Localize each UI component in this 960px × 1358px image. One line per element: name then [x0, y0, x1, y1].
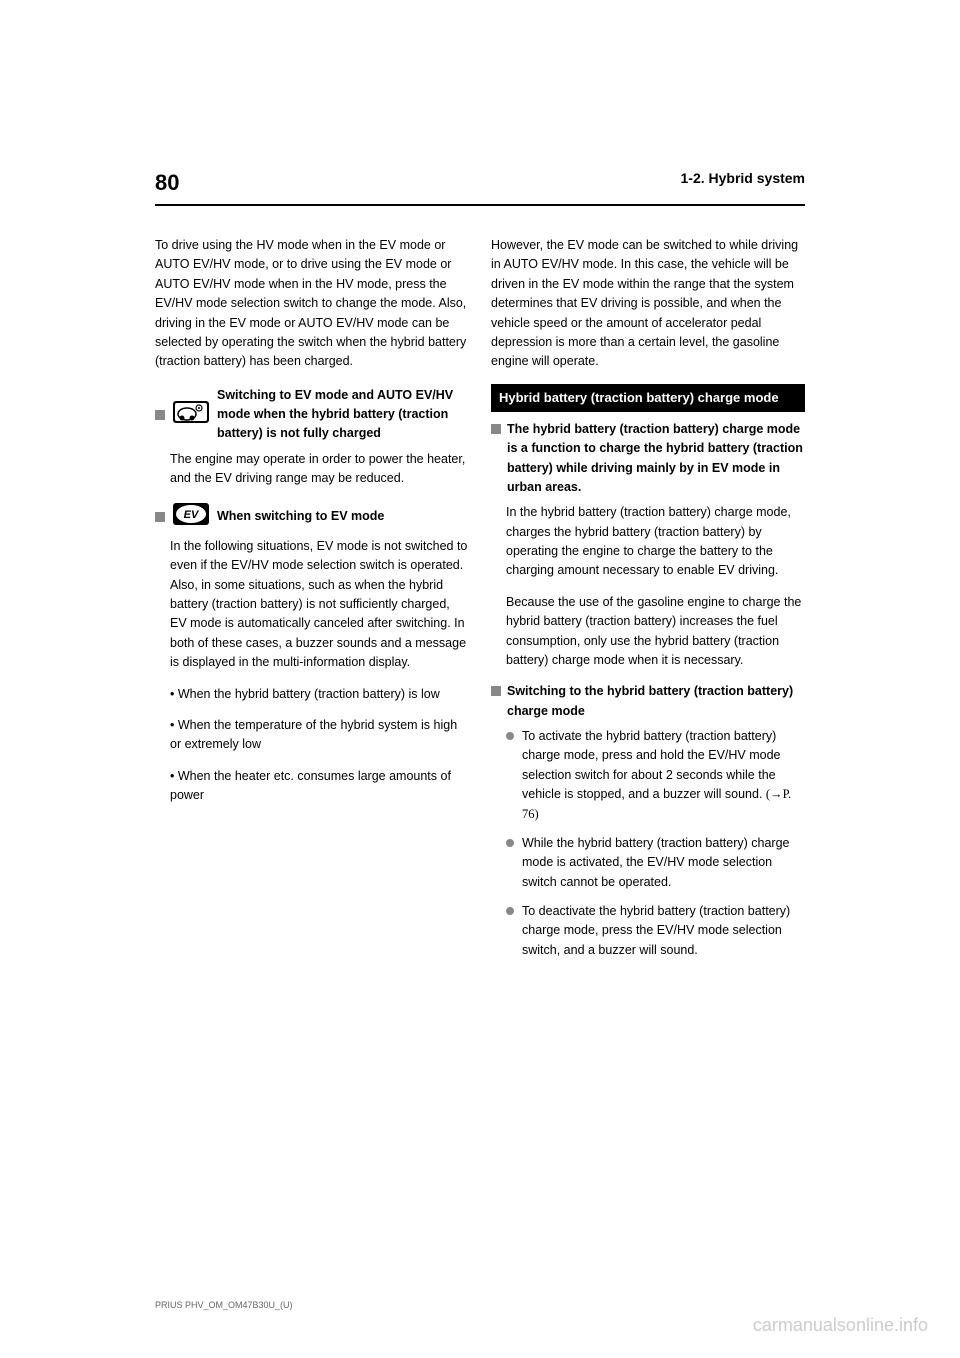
footer-doc-code: PRIUS PHV_OM_OM47B30U_(U): [155, 1300, 293, 1310]
page-number: 80: [155, 170, 179, 196]
bullet-l1-text: When the hybrid battery (traction batter…: [178, 687, 440, 701]
intro-text: To drive using the HV mode when in the E…: [155, 236, 469, 372]
subhead-text-1: Switching to EV mode and AUTO EV/HV mode…: [217, 386, 469, 444]
bullet-r1: To activate the hybrid battery (traction…: [506, 727, 805, 824]
subhead-switch-charge: Switching to the hybrid battery (tractio…: [491, 682, 805, 721]
subhead-text-r1: The hybrid battery (traction battery) ch…: [507, 420, 805, 498]
r-sub1-body1: In the hybrid battery (traction battery)…: [506, 503, 805, 581]
square-bullet-icon: [155, 512, 165, 522]
bullet-r2-text: While the hybrid battery (traction batte…: [522, 834, 805, 892]
square-bullet-icon: [491, 424, 501, 434]
bullet-r3: To deactivate the hybrid battery (tracti…: [506, 902, 805, 960]
bullet-r1-text: To activate the hybrid battery (traction…: [522, 729, 780, 801]
sub2-body: In the following situations, EV mode is …: [170, 537, 469, 673]
round-bullet-icon: [506, 732, 514, 740]
footer-brand: carmanualsonline.info: [753, 1315, 928, 1336]
right-intro: However, the EV mode can be switched to …: [491, 236, 805, 372]
black-bar-heading: Hybrid battery (traction battery) charge…: [491, 384, 805, 412]
subhead-text-r2: Switching to the hybrid battery (tractio…: [507, 682, 805, 721]
right-column: However, the EV mode can be switched to …: [491, 236, 805, 970]
bullet-l1: • When the hybrid battery (traction batt…: [170, 685, 469, 704]
subhead-ev-switch: EV When switching to EV mode: [155, 503, 469, 531]
square-bullet-icon: [491, 686, 501, 696]
ev-mode-icon: EV: [173, 503, 209, 531]
bullet-r3-text: To deactivate the hybrid battery (tracti…: [522, 902, 805, 960]
bullet-l3-text: When the heater etc. consumes large amou…: [170, 769, 451, 802]
section-path: 1-2. Hybrid system: [681, 170, 806, 186]
svg-text:EV: EV: [184, 509, 200, 521]
subhead-ev-auto: Switching to EV mode and AUTO EV/HV mode…: [155, 386, 469, 444]
bullet-r2: While the hybrid battery (traction batte…: [506, 834, 805, 892]
square-bullet-icon: [155, 410, 165, 420]
vehicle-settings-icon: [173, 401, 209, 429]
bullet-l3: • When the heater etc. consumes large am…: [170, 767, 469, 806]
subhead-charge-desc: The hybrid battery (traction battery) ch…: [491, 420, 805, 498]
bullet-l2-text: When the temperature of the hybrid syste…: [170, 718, 457, 751]
subhead-text-2: When switching to EV mode: [217, 507, 384, 526]
left-column: To drive using the HV mode when in the E…: [155, 236, 469, 970]
bullet-l2: • When the temperature of the hybrid sys…: [170, 716, 469, 755]
round-bullet-icon: [506, 839, 514, 847]
round-bullet-icon: [506, 907, 514, 915]
r-sub1-body2: Because the use of the gasoline engine t…: [506, 593, 805, 671]
sub1-body: The engine may operate in order to power…: [170, 450, 469, 489]
